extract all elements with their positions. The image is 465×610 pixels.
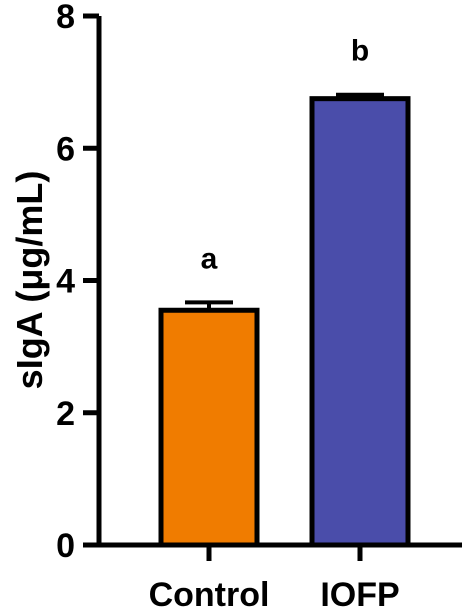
significance-label: b xyxy=(351,35,369,68)
y-tick-label: 4 xyxy=(56,263,75,301)
y-tick-label: 8 xyxy=(56,0,75,36)
y-tick-label: 6 xyxy=(56,130,75,168)
y-tick-label: 0 xyxy=(56,527,75,565)
bar-control xyxy=(158,307,260,548)
y-axis-title: sIgA (μg/mL) xyxy=(9,171,50,390)
category-label: Control xyxy=(149,576,270,610)
category-label: IOFP xyxy=(320,576,399,610)
labels: 0 2 4 6 8 Control a IOFP b xyxy=(56,0,400,610)
y-tick-label: 2 xyxy=(56,395,75,433)
bars xyxy=(158,92,411,548)
bar-iofp xyxy=(309,96,411,548)
significance-label: a xyxy=(201,242,218,275)
